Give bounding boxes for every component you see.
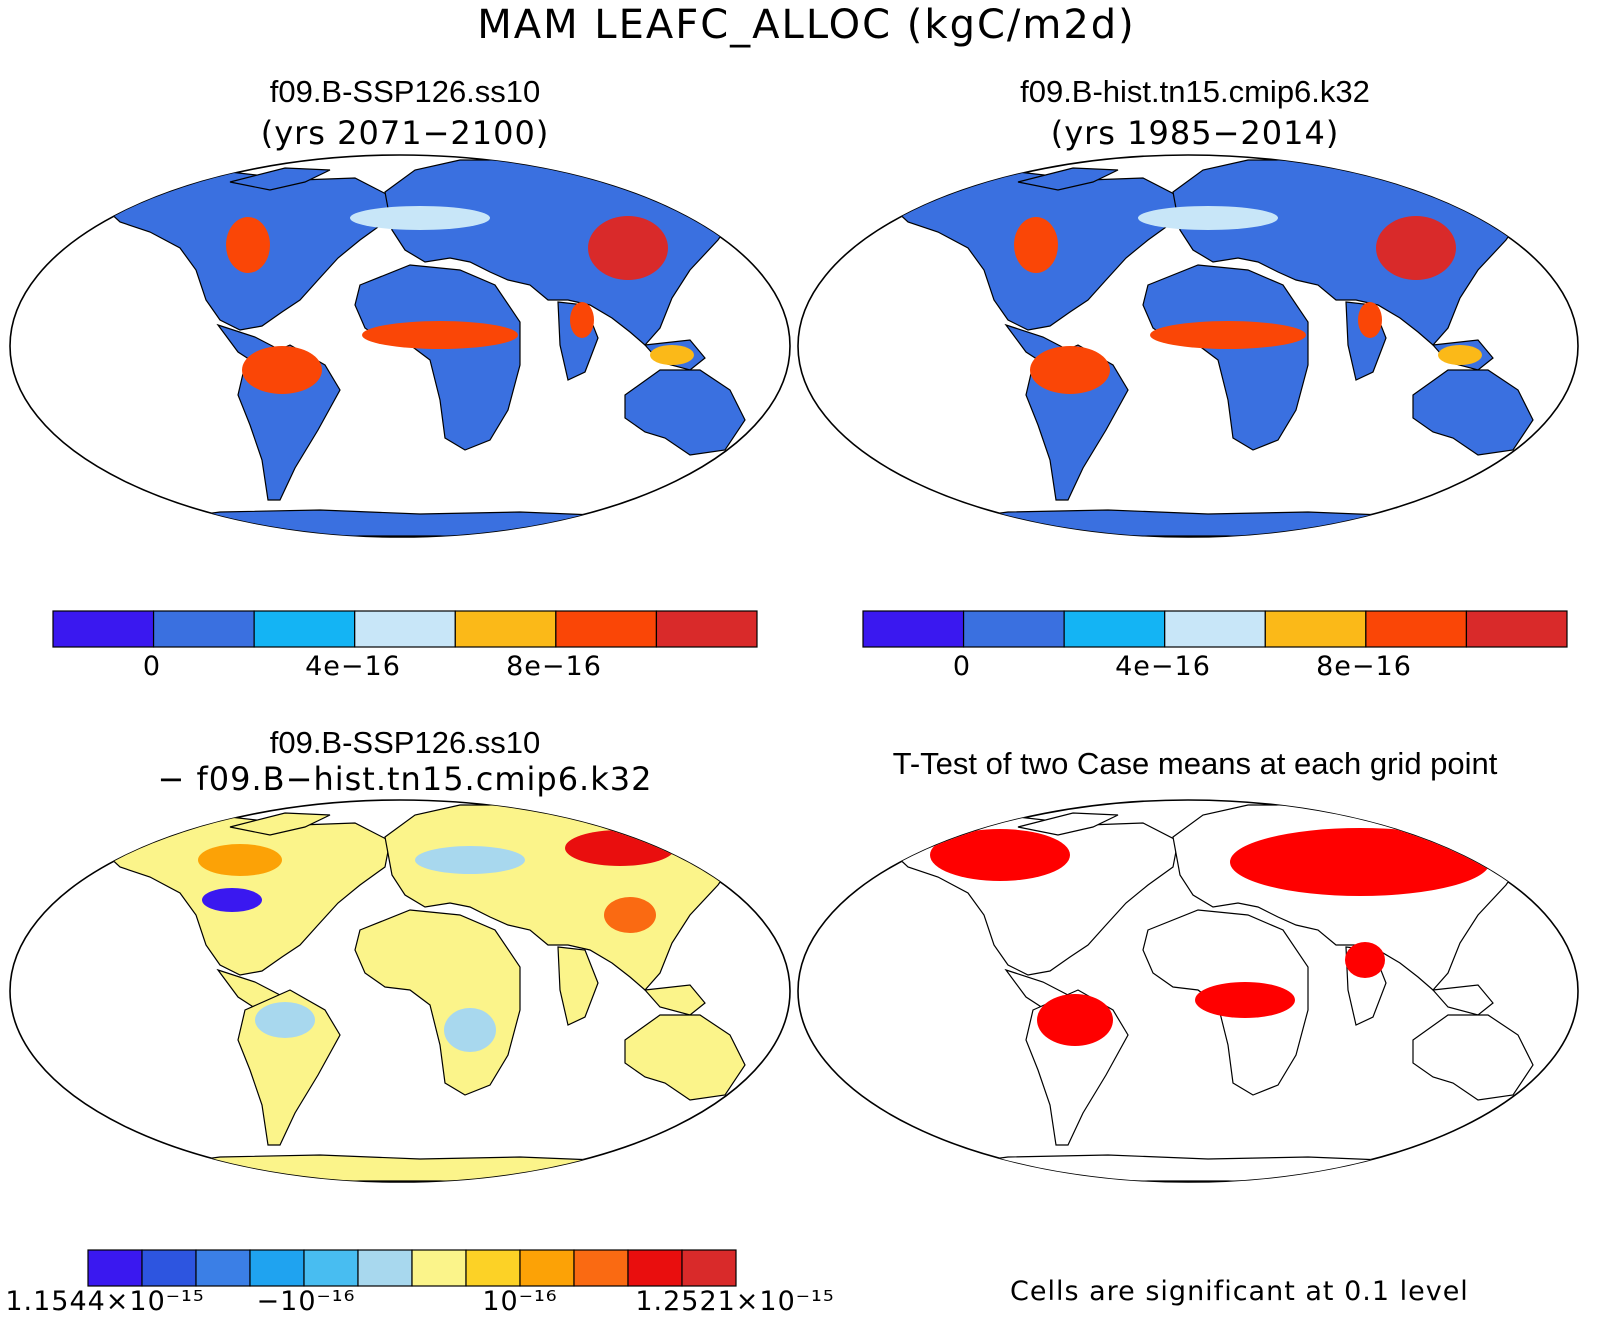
field-indonesia: [650, 345, 694, 365]
colorbar-abs-left-label-0: 0: [142, 651, 162, 682]
colorbar-abs-right-label-0: 0: [952, 651, 972, 682]
colorbar-abs-right-swatch-3: [1164, 610, 1266, 648]
colorbar-diff-label-2: 10⁻¹⁶: [482, 1286, 558, 1317]
colorbar-abs-right-swatch-2: [1063, 610, 1166, 648]
panel-bl-title: f09.B-SSP126.ss10: [269, 725, 541, 760]
field-canada-pos: [198, 844, 282, 876]
colorbar-abs-right-swatch-1: [962, 610, 1065, 648]
colorbar-diff-label-3: 1.2521×10⁻¹⁵: [635, 1286, 835, 1317]
colorbar-abs-right-swatch-5: [1365, 610, 1468, 648]
significance-note: Cells are significant at 0.1 level: [1010, 1276, 1469, 1307]
field-boreal: [1138, 206, 1278, 230]
field-us-east: [226, 217, 270, 273]
colorbar-diff-label-1: −10⁻¹⁶: [256, 1286, 356, 1317]
colorbar-abs-right: [862, 610, 1568, 648]
sig-india: [1345, 942, 1385, 978]
colorbar-abs-left-swatch-5: [555, 610, 658, 648]
panel-bl-subtitle: − f09.B−hist.tn15.cmip6.k32: [157, 760, 653, 798]
map-top-left: [9, 154, 791, 538]
colorbar-difference: [87, 1249, 737, 1287]
colorbar-diff-swatch-1: [141, 1249, 197, 1287]
field-boreal: [350, 206, 490, 230]
sig-eurasia: [1230, 828, 1490, 896]
colorbar-diff-swatch-3: [249, 1249, 305, 1287]
panel-tl-title: f09.B-SSP126.ss10: [269, 74, 541, 109]
colorbar-diff-swatch-6: [411, 1249, 467, 1287]
field-europe-neg: [415, 846, 525, 874]
field-amazon: [1030, 346, 1110, 394]
panel-tr-title: f09.B-hist.tn15.cmip6.k32: [1020, 74, 1370, 109]
colorbar-abs-left-swatch-3: [354, 610, 456, 648]
colorbar-diff-swatch-4: [303, 1249, 359, 1287]
colorbar-abs-left-swatch-0: [52, 610, 155, 648]
colorbar-abs-left: [52, 610, 758, 648]
colorbar-diff-swatch-5: [357, 1249, 413, 1287]
panel-tl-subtitle: (yrs 2071−2100): [260, 114, 550, 152]
field-amazon-neg: [255, 1002, 315, 1038]
colorbar-abs-right-label-1: 4e−16: [1115, 651, 1211, 682]
colorbar-abs-right-swatch-0: [862, 610, 965, 648]
colorbar-diff-swatch-9: [573, 1249, 629, 1287]
sig-amazon: [1037, 994, 1113, 1046]
colorbar-abs-left-swatch-4: [454, 610, 557, 648]
field-us-neg: [202, 888, 262, 912]
field-indonesia: [1438, 345, 1482, 365]
colorbar-diff-swatch-2: [195, 1249, 251, 1287]
colorbar-abs-left-label-2: 8e−16: [506, 651, 602, 682]
field-china: [1376, 216, 1456, 280]
colorbar-abs-right-swatch-4: [1264, 610, 1367, 648]
field-sahel: [362, 321, 518, 349]
field-india: [570, 302, 594, 338]
map-top-right: [797, 154, 1579, 538]
panel-tr-subtitle: (yrs 1985−2014): [1050, 114, 1340, 152]
colorbar-abs-right-label-2: 8e−16: [1316, 651, 1412, 682]
colorbar-abs-left-swatch-2: [253, 610, 356, 648]
colorbar-diff-swatch-11: [681, 1249, 737, 1287]
field-sahel: [1150, 321, 1306, 349]
colorbar-abs-right-swatch-6: [1465, 610, 1568, 648]
colorbar-diff-swatch-7: [465, 1249, 521, 1287]
map-bottom-right: [797, 799, 1579, 1183]
field-africa-neg: [444, 1008, 496, 1052]
colorbar-diff-label-0: 1.1544×10⁻¹⁵: [5, 1286, 205, 1317]
colorbar-diff-swatch-10: [627, 1249, 683, 1287]
panel-br-title: T-Test of two Case means at each grid po…: [892, 746, 1498, 781]
field-china-mix: [604, 897, 656, 933]
field-china: [588, 216, 668, 280]
sig-northamerica: [930, 829, 1070, 881]
map-bottom-left: [9, 799, 791, 1183]
field-amazon: [242, 346, 322, 394]
figure-title: MAM LEAFC_ALLOC (kgC/m2d): [477, 2, 1136, 48]
field-siberia-pos: [565, 830, 675, 866]
colorbar-abs-left-label-1: 4e−16: [305, 651, 401, 682]
colorbar-diff-swatch-0: [87, 1249, 143, 1287]
field-us-east: [1014, 217, 1058, 273]
field-india: [1358, 302, 1382, 338]
colorbar-abs-left-swatch-6: [655, 610, 758, 648]
colorbar-abs-left-swatch-1: [152, 610, 255, 648]
colorbar-diff-swatch-8: [519, 1249, 575, 1287]
sig-africa: [1195, 982, 1295, 1018]
